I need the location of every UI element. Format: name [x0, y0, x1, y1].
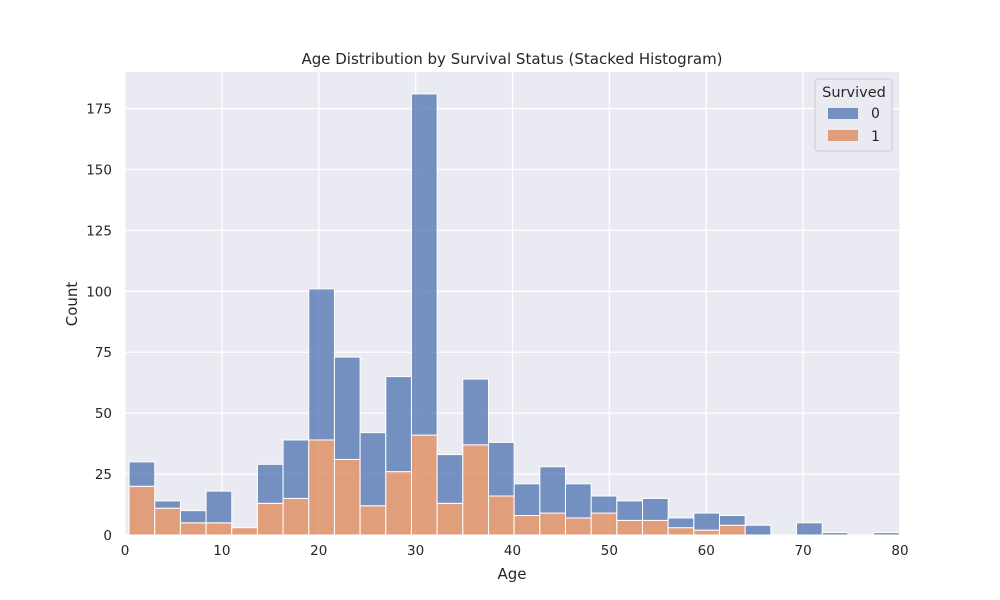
y-tick-label: 150: [86, 162, 112, 178]
bar-survived-0: [436, 454, 464, 504]
bar-survived-1: [282, 497, 310, 536]
bar-survived-1: [462, 444, 489, 536]
y-tick-label: 100: [86, 284, 112, 300]
bar-survived-1: [513, 515, 541, 536]
bar-survived-1: [642, 519, 669, 536]
x-tick-label: 70: [795, 543, 812, 559]
bar-survived-0: [821, 532, 849, 536]
bar-survived-0: [179, 510, 207, 524]
y-tick-label: 125: [86, 223, 112, 239]
bar-survived-1: [487, 495, 515, 536]
bar-survived-0: [744, 524, 772, 536]
bar-survived-1: [385, 471, 412, 536]
bar-survived-0: [359, 432, 387, 507]
bar-survived-0: [719, 515, 746, 526]
bar-survived-1: [154, 507, 181, 536]
bar-survived-1: [667, 527, 695, 536]
x-axis-label: Age: [497, 565, 526, 583]
y-tick-label: 175: [86, 102, 112, 118]
bar-survived-1: [719, 524, 746, 536]
bar-survived-0: [796, 522, 823, 536]
bar-survived-1: [308, 439, 335, 536]
bar-survived-1: [590, 512, 618, 536]
y-tick-label: 25: [95, 467, 112, 483]
bar-survived-0: [282, 439, 310, 499]
x-tick-label: 20: [310, 543, 327, 559]
bar-survived-0: [154, 500, 181, 509]
bar-survived-0: [564, 483, 592, 519]
bar-survived-1: [231, 527, 258, 536]
y-tick-label: 75: [95, 345, 112, 361]
x-tick-label: 0: [121, 543, 130, 559]
bar-survived-0: [308, 288, 335, 441]
bar-survived-1: [333, 458, 361, 536]
bar-survived-1: [693, 529, 721, 536]
bar-survived-1: [179, 522, 207, 536]
x-tick-label: 30: [407, 543, 424, 559]
bar-survived-0: [205, 490, 233, 524]
bar-survived-1: [410, 434, 438, 536]
x-tick-label: 40: [504, 543, 521, 559]
bar-survived-0: [462, 378, 489, 446]
bar-survived-0: [616, 500, 644, 521]
bar-survived-0: [667, 517, 695, 529]
x-tick-label: 10: [213, 543, 230, 559]
x-tick-label: 80: [891, 543, 908, 559]
bar-survived-0: [590, 495, 618, 514]
legend-swatch-0: [828, 108, 858, 119]
bar-survived-1: [205, 522, 233, 536]
y-tick-label: 0: [103, 528, 112, 544]
y-axis-label: Count: [63, 282, 81, 327]
bar-survived-0: [333, 356, 361, 460]
bar-survived-1: [564, 517, 592, 536]
bar-survived-0: [128, 461, 156, 487]
bars: [128, 93, 900, 536]
x-tick-labels: 0 10 20 30 40 50 60 70 80: [121, 543, 909, 559]
bar-survived-0: [513, 483, 541, 517]
legend-swatch-1: [828, 130, 858, 141]
bar-survived-0: [256, 463, 284, 504]
bar-survived-0: [642, 497, 669, 521]
bar-survived-1: [128, 485, 156, 536]
bar-survived-0: [385, 376, 412, 473]
x-tick-label: 60: [698, 543, 715, 559]
bar-survived-0: [693, 512, 721, 531]
legend: Survived 0 1: [814, 78, 893, 152]
bar-survived-0: [873, 532, 900, 536]
bar-survived-1: [256, 502, 284, 536]
bar-survived-0: [539, 466, 566, 514]
bar-survived-1: [616, 519, 644, 536]
bar-survived-1: [436, 502, 464, 536]
y-tick-labels: 0 25 50 75 100 125 150 175: [86, 102, 112, 544]
x-tick-label: 50: [601, 543, 618, 559]
legend-label-0: 0: [871, 106, 880, 122]
chart-title: Age Distribution by Survival Status (Sta…: [301, 50, 722, 68]
bar-survived-1: [359, 505, 387, 536]
bar-survived-1: [539, 512, 566, 536]
legend-label-1: 1: [871, 129, 880, 145]
legend-title: Survived: [822, 85, 886, 101]
bar-survived-0: [487, 441, 515, 497]
y-tick-label: 50: [95, 406, 112, 422]
bar-survived-0: [410, 93, 438, 436]
